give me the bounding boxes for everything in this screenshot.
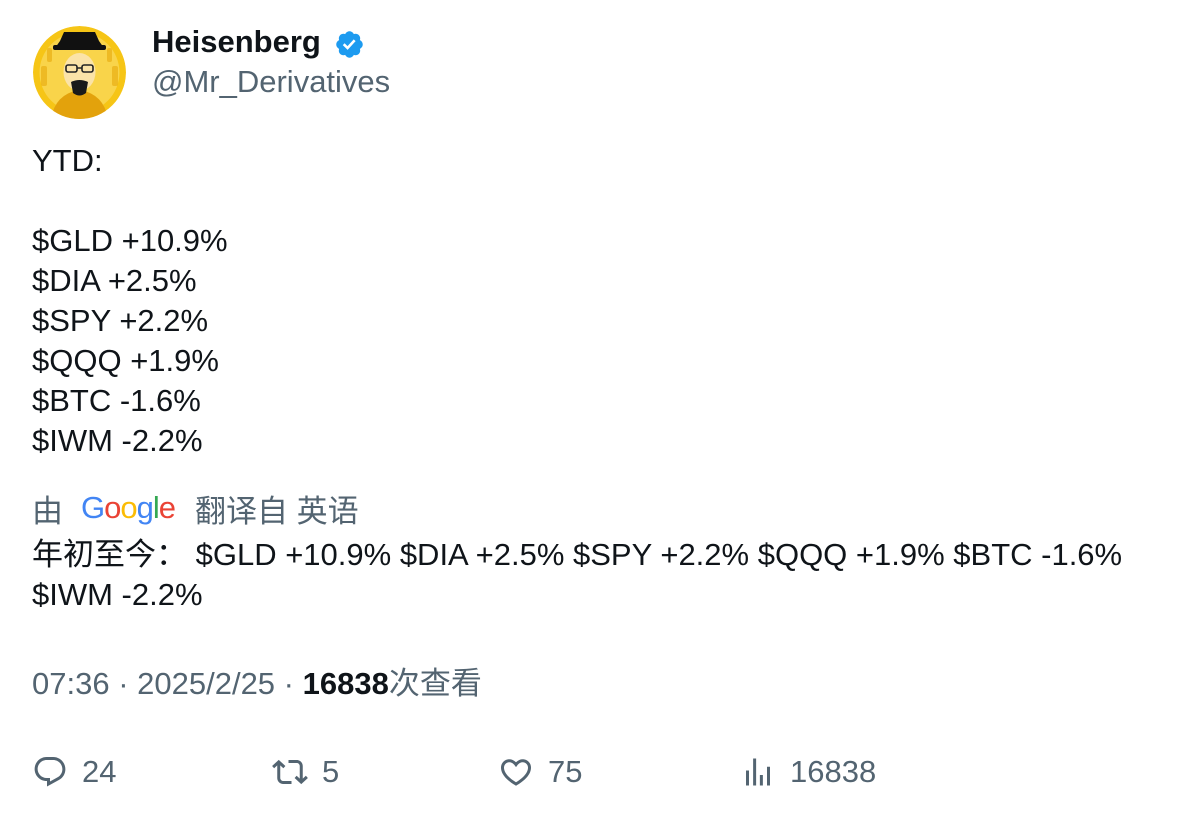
translated-text: 年初至今： $GLD +10.9% $DIA +2.5% $SPY +2.2% … [32,537,1123,612]
retweet-button[interactable]: 5 [272,752,339,792]
views-button[interactable]: 16838 [740,752,876,792]
display-name[interactable]: Heisenberg [152,24,321,59]
translated-by-label: 由 [32,493,63,529]
reply-count: 24 [82,754,117,789]
views-count: 16838 [302,666,389,701]
heart-icon [500,759,532,786]
google-logo-letter: e [158,490,176,525]
avatar[interactable] [33,26,126,119]
reply-icon [34,757,66,787]
tweet-line-ticker[interactable]: $GLD +10.9% [32,223,228,258]
tweet-line-ticker[interactable]: $IWM -2.2% [32,423,203,458]
tweet-meta: 07:36 · 2025/2/25 · 16838次查看 [32,664,482,704]
translation-attribution: 由 Google 翻译自 英语 [32,486,359,530]
meta-separator: · [275,666,303,701]
google-logo-letter: o [104,490,121,525]
google-logo-letter: o [120,490,137,525]
google-logo-letter: G [81,490,105,525]
tweet-time[interactable]: 07:36 [32,666,110,701]
meta-separator: · [109,666,138,701]
views-total: 16838 [790,754,877,789]
google-logo: Google [81,490,176,526]
avatar-image [33,26,126,119]
views-label: 次查看 [388,666,482,701]
verified-badge-icon [336,31,363,58]
like-button[interactable]: 75 [498,752,582,792]
tweet-line-ticker[interactable]: $QQQ +1.9% [32,343,219,378]
retweet-icon [272,759,308,785]
user-handle[interactable]: @Mr_Derivatives [152,64,391,99]
tweet-line-ticker[interactable]: $BTC -1.6% [32,383,201,418]
translated-from-label[interactable]: 翻译自 英语 [195,493,359,529]
tweet-line-ticker[interactable]: $SPY +2.2% [32,303,209,338]
analytics-icon [746,758,770,786]
tweet-line [32,181,228,221]
google-logo-letter: g [136,490,154,525]
reply-button[interactable]: 24 [32,752,116,792]
tweet-date[interactable]: 2025/2/25 [137,666,276,701]
tweet-line: YTD: [32,143,103,178]
tweet-text: YTD: $GLD +10.9% $DIA +2.5% $SPY +2.2% $… [32,141,228,461]
google-logo-letter: l [152,490,160,525]
tweet-line-ticker[interactable]: $DIA +2.5% [32,263,197,298]
like-count: 75 [548,754,583,789]
retweet-count: 5 [322,754,340,789]
